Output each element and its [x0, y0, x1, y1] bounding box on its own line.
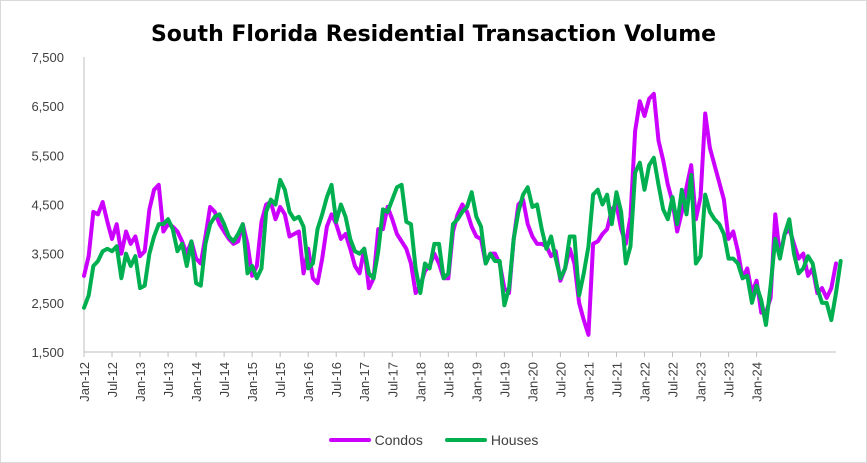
x-tick-label: Jul-17: [385, 362, 400, 397]
x-tick-label: Jul-18: [441, 362, 456, 397]
x-tick-label: Jul-19: [497, 362, 512, 397]
legend-label-condos: Condos: [374, 432, 423, 448]
x-tick-label: Jul-16: [329, 362, 344, 397]
x-tick-label: Jan-23: [694, 362, 709, 402]
x-tick-label: Jul-15: [273, 362, 288, 397]
x-tick-label: Jan-24: [750, 362, 765, 402]
x-tick-label: Jan-19: [469, 362, 484, 402]
y-tick-label: 2,500: [31, 296, 64, 311]
y-tick-label: 5,500: [31, 148, 64, 163]
legend-swatch-condos: [328, 438, 371, 442]
y-tick-label: 4,500: [31, 198, 64, 213]
legend-item-condos: Condos: [328, 432, 423, 448]
y-tick-label: 1,500: [31, 345, 64, 360]
y-tick-label: 6,500: [31, 99, 64, 114]
x-tick-label: Jul-14: [217, 362, 232, 397]
chart-title: South Florida Residential Transaction Vo…: [150, 22, 717, 47]
x-tick-label: Jan-17: [357, 362, 372, 402]
x-tick-label: Jan-21: [581, 362, 596, 402]
x-tick-label: Jan-18: [413, 362, 428, 402]
legend-swatch-houses: [444, 438, 487, 442]
series-line-houses: [82, 155, 843, 327]
x-tick-label: Jul-22: [666, 362, 681, 397]
x-tick-label: Jul-21: [609, 362, 624, 397]
x-tick-label: Jan-15: [245, 362, 260, 402]
x-tick-label: Jul-23: [722, 362, 737, 397]
x-tick-label: Jan-12: [77, 362, 92, 402]
legend-item-houses: Houses: [444, 432, 539, 448]
x-tick-label: Jul-12: [105, 362, 120, 397]
x-tick-label: Jan-20: [525, 362, 540, 402]
series-line-condos: [82, 91, 838, 337]
x-tick-label: Jan-16: [301, 362, 316, 402]
legend-label-houses: Houses: [490, 432, 539, 448]
legend: Condos Houses: [0, 432, 867, 448]
x-tick-label: Jul-13: [161, 362, 176, 397]
y-tick-label: 7,500: [31, 50, 64, 65]
x-tick-label: Jan-14: [189, 362, 204, 402]
x-tick-label: Jan-22: [637, 362, 652, 402]
series-layer: [82, 91, 843, 337]
y-tick-label: 3,500: [31, 247, 64, 262]
x-tick-label: Jan-13: [133, 362, 148, 402]
x-tick-label: Jul-20: [553, 362, 568, 397]
axes: 1,500 2,500 3,500 4,500 5,500 6,500 7,500 Jan-1…: [31, 50, 836, 402]
